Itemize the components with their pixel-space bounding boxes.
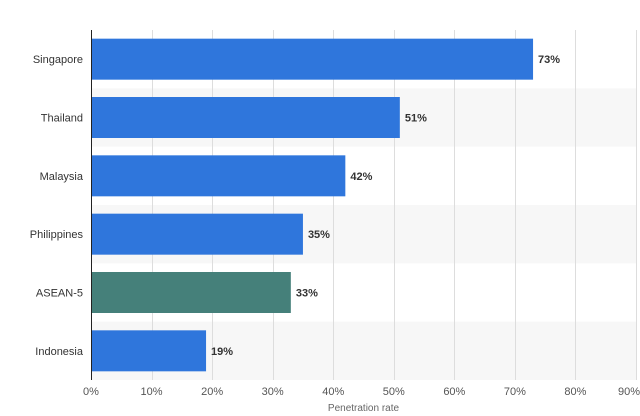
x-tick-label: 50% xyxy=(383,386,405,398)
bar[interactable] xyxy=(91,214,303,255)
data-label: 51% xyxy=(405,113,427,125)
bar[interactable] xyxy=(91,330,206,371)
data-label: 35% xyxy=(308,229,330,241)
category-labels: Singapore Thailand Malaysia Philippines ASEA… xyxy=(30,54,84,358)
x-tick-label: 90% xyxy=(618,386,640,398)
data-label: 33% xyxy=(296,288,318,300)
x-tick-label: 0% xyxy=(83,386,99,398)
data-label: 73% xyxy=(538,54,560,66)
data-label: 19% xyxy=(211,346,233,358)
category-label: ASEAN-5 xyxy=(36,288,83,300)
category-label: Malaysia xyxy=(40,171,84,183)
category-label: Indonesia xyxy=(35,346,84,358)
x-tick-label: 80% xyxy=(564,386,586,398)
x-tick-label: 70% xyxy=(504,386,526,398)
x-tick-label: 10% xyxy=(141,386,163,398)
bar[interactable] xyxy=(91,39,533,80)
x-axis-title: Penetration rate xyxy=(328,403,400,414)
bar[interactable] xyxy=(91,155,345,196)
x-tick-label: 60% xyxy=(443,386,465,398)
x-tick-label: 30% xyxy=(262,386,284,398)
category-label: Philippines xyxy=(30,229,84,241)
category-label: Singapore xyxy=(33,54,83,66)
bar[interactable] xyxy=(91,272,291,313)
bar[interactable] xyxy=(91,97,400,138)
data-label: 42% xyxy=(350,171,372,183)
x-tick-label: 40% xyxy=(322,386,344,398)
category-label: Thailand xyxy=(41,113,83,125)
x-tick-label: 20% xyxy=(201,386,223,398)
x-tick-labels: 0% 10% 20% 30% 40% 50% 60% 70% 80% 90% xyxy=(83,386,640,398)
